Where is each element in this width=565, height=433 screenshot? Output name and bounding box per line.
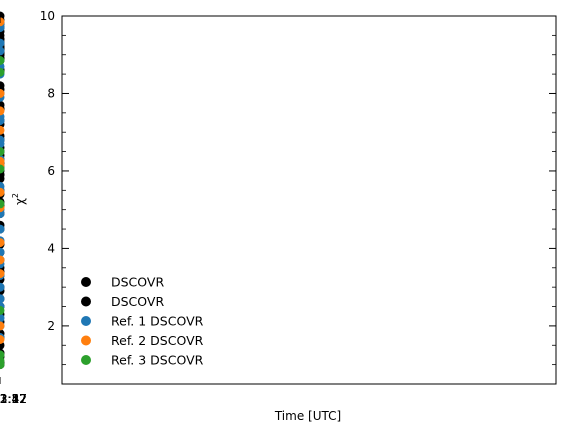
data-point bbox=[0, 269, 5, 279]
legend: DSCOVR DSCOVR Ref. 1 DSCOVR Ref. 2 DSCOVR Re… bbox=[81, 275, 204, 368]
legend-label: Ref. 1 DSCOVR bbox=[111, 314, 204, 329]
legend-label: DSCOVR bbox=[111, 275, 164, 290]
data-point bbox=[0, 224, 5, 234]
data-point bbox=[0, 199, 5, 209]
legend-marker bbox=[81, 277, 91, 287]
data-point bbox=[0, 313, 5, 323]
x-tick-label: 07 23:27 bbox=[0, 392, 27, 406]
data-point bbox=[0, 164, 5, 174]
y-tick-label: 6 bbox=[47, 164, 55, 178]
x-tick-label: 07 22:42 bbox=[0, 392, 27, 406]
legend-label: Ref. 3 DSCOVR bbox=[111, 353, 204, 368]
legend-marker bbox=[81, 335, 91, 346]
data-point bbox=[0, 147, 5, 157]
data-point bbox=[0, 321, 5, 331]
y-tick-label: 2 bbox=[47, 319, 55, 333]
data-point bbox=[0, 116, 5, 126]
data-point bbox=[0, 294, 5, 304]
data-point bbox=[0, 56, 5, 65]
y-tick-label: 10 bbox=[40, 9, 55, 23]
series-5 bbox=[0, 56, 5, 370]
x-tick-label: 07 21:27 bbox=[0, 392, 27, 406]
y-tick-label: 8 bbox=[47, 86, 55, 100]
legend-item: DSCOVR bbox=[81, 275, 164, 290]
legend-label: Ref. 2 DSCOVR bbox=[111, 333, 204, 348]
data-point bbox=[0, 174, 5, 184]
legend-item: Ref. 2 DSCOVR bbox=[81, 333, 204, 348]
x-axis-ticks: 07 21:2707 21:4207 21:5707 22:1207 22:27… bbox=[0, 16, 27, 406]
plot-area bbox=[61, 15, 557, 385]
y-axis-label-superscript: 2 bbox=[11, 193, 20, 198]
legend-item: Ref. 1 DSCOVR bbox=[81, 314, 204, 329]
data-point bbox=[0, 46, 5, 56]
plot-frame bbox=[61, 15, 557, 385]
data-point bbox=[0, 89, 5, 98]
legend-marker bbox=[81, 316, 91, 326]
x-tick-label: 07 22:12 bbox=[0, 392, 27, 406]
y-tick-label: 4 bbox=[47, 241, 55, 255]
data-point bbox=[0, 139, 5, 149]
data-point bbox=[0, 247, 5, 257]
data-point bbox=[0, 38, 5, 48]
data-point bbox=[0, 125, 5, 135]
x-axis-label: Time [UTC] bbox=[274, 409, 341, 423]
x-tick-label: 07 22:27 bbox=[0, 392, 27, 406]
legend-item: DSCOVR bbox=[81, 294, 164, 309]
y-axis-label: χ2 bbox=[11, 193, 27, 205]
legend-marker bbox=[81, 296, 91, 307]
x-tick-label: 07 21:42 bbox=[0, 392, 27, 406]
y-axis-label-base: χ bbox=[13, 198, 27, 205]
data-point bbox=[0, 350, 5, 360]
legend-item: Ref. 3 DSCOVR bbox=[81, 353, 204, 368]
data-point bbox=[0, 67, 5, 77]
x-tick-label: 07 22:57 bbox=[0, 392, 27, 406]
data-point bbox=[0, 305, 5, 315]
data-point bbox=[0, 360, 5, 370]
data-point bbox=[0, 335, 5, 344]
data-point bbox=[0, 106, 5, 116]
data-point bbox=[0, 255, 5, 265]
data-point bbox=[0, 17, 5, 27]
legend-label: DSCOVR bbox=[111, 294, 164, 309]
data-point bbox=[0, 187, 5, 197]
data-point bbox=[0, 282, 5, 292]
data-point bbox=[0, 81, 5, 91]
legend-marker bbox=[81, 355, 91, 365]
x-tick-label: 07 23:12 bbox=[0, 392, 27, 406]
data-point bbox=[0, 238, 5, 248]
x-tick-label: 07 21:57 bbox=[0, 392, 27, 406]
data-points bbox=[0, 11, 5, 370]
y-axis-ticks: 2 4 6 8 10 bbox=[40, 9, 556, 385]
